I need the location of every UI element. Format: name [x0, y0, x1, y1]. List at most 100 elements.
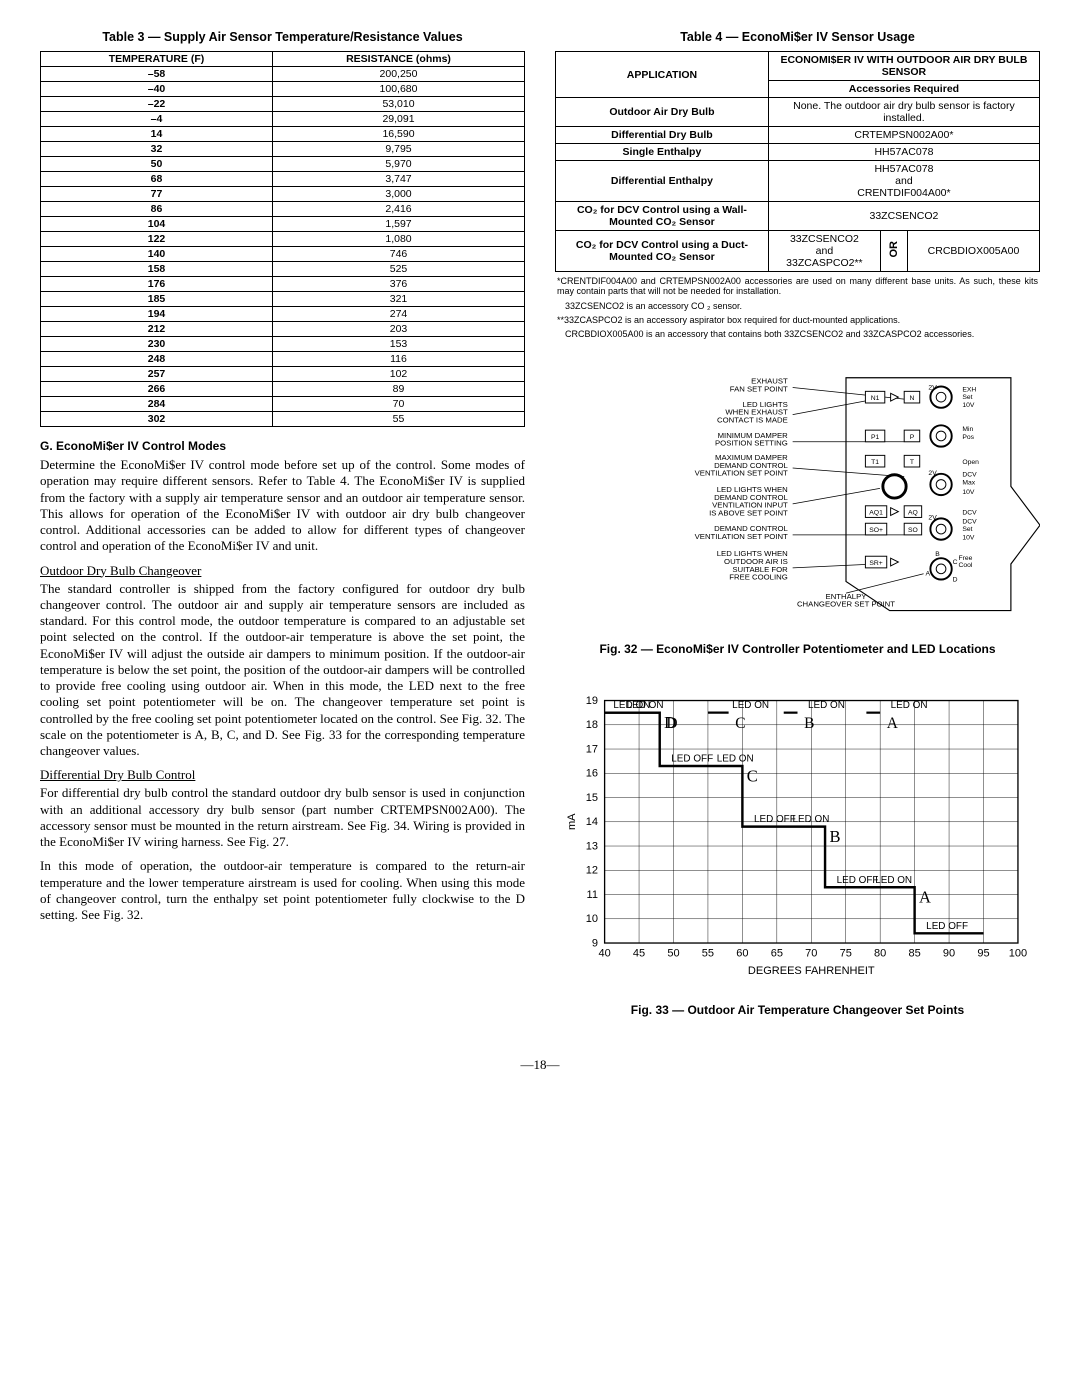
- table3-h1: TEMPERATURE (F): [41, 52, 273, 67]
- svg-text:B: B: [804, 715, 814, 732]
- section-g-p1: Determine the EconoMi$er IV control mode…: [40, 457, 525, 555]
- svg-text:D: D: [953, 576, 958, 583]
- svg-text:A: A: [926, 570, 931, 577]
- section-g-p3: For differential dry bulb control the st…: [40, 785, 525, 850]
- footnote-3: **33ZCASPCO2 is an accessory aspirator b…: [555, 315, 1040, 325]
- t4-r4a: Differential Enthalpy: [556, 161, 769, 202]
- fig32-caption: Fig. 32 — EconoMi$er IV Controller Poten…: [555, 642, 1040, 656]
- svg-text:12: 12: [586, 865, 598, 877]
- table4-title: Table 4 — EconoMi$er IV Sensor Usage: [555, 30, 1040, 45]
- svg-text:60: 60: [736, 947, 748, 959]
- table-row: 230153: [41, 337, 525, 352]
- svg-text:FREE COOLING: FREE COOLING: [729, 572, 788, 581]
- table-row: 1221,080: [41, 232, 525, 247]
- svg-text:DCV: DCV: [962, 509, 977, 516]
- svg-text:18: 18: [586, 719, 598, 731]
- svg-text:10V: 10V: [962, 534, 975, 541]
- table-row: 30255: [41, 412, 525, 427]
- svg-text:DCV: DCV: [962, 518, 977, 525]
- table-row: –429,091: [41, 112, 525, 127]
- svg-text:CHANGEOVER SET POINT: CHANGEOVER SET POINT: [797, 599, 895, 608]
- svg-text:LED ON: LED ON: [875, 875, 912, 886]
- svg-text:A: A: [887, 715, 899, 732]
- section-g-sub1: Outdoor Dry Bulb Changeover: [40, 563, 525, 579]
- table-row: 26689: [41, 382, 525, 397]
- t4-h-app: APPLICATION: [556, 52, 769, 98]
- svg-text:EXH: EXH: [962, 386, 976, 393]
- svg-text:SR+: SR+: [869, 560, 882, 567]
- footnote-4: CRCBDIOX005A00 is an accessory that cont…: [555, 329, 1040, 339]
- svg-text:T1: T1: [871, 459, 879, 466]
- svg-text:DEGREES FAHRENHEIT: DEGREES FAHRENHEIT: [748, 965, 875, 977]
- table-row: 176376: [41, 277, 525, 292]
- table3-title: Table 3 — Supply Air Sensor Temperature/…: [40, 30, 525, 45]
- svg-text:2V: 2V: [928, 469, 937, 476]
- svg-text:mA: mA: [566, 813, 578, 830]
- table-row: 28470: [41, 397, 525, 412]
- t4-r3b: HH57AC078: [768, 144, 1039, 161]
- table-row: –40100,680: [41, 82, 525, 97]
- table-row: 683,747: [41, 172, 525, 187]
- table-row: 1041,597: [41, 217, 525, 232]
- t4-r5b: 33ZCSENCO2: [768, 202, 1039, 231]
- table-row: 257102: [41, 367, 525, 382]
- section-g-p4: In this mode of operation, the outdoor-a…: [40, 858, 525, 923]
- svg-text:VENTILATION SET POINT: VENTILATION SET POINT: [695, 468, 788, 477]
- table4: APPLICATION ECONOMI$ER IV WITH OUTDOOR A…: [555, 51, 1040, 272]
- svg-text:65: 65: [771, 947, 783, 959]
- svg-text:Open: Open: [962, 459, 979, 466]
- svg-text:10V: 10V: [962, 402, 975, 409]
- svg-text:N1: N1: [871, 395, 880, 402]
- svg-text:LED ON: LED ON: [808, 700, 845, 711]
- svg-text:85: 85: [908, 947, 920, 959]
- svg-text:10V: 10V: [962, 489, 975, 496]
- svg-text:95: 95: [977, 947, 989, 959]
- table-row: 212203: [41, 322, 525, 337]
- svg-text:CONTACT IS MADE: CONTACT IS MADE: [717, 415, 788, 424]
- svg-text:75: 75: [840, 947, 852, 959]
- section-g-sub2: Differential Dry Bulb Control: [40, 767, 525, 783]
- svg-text:2V: 2V: [928, 514, 937, 521]
- svg-text:C: C: [747, 766, 758, 785]
- t4-or: OR: [886, 241, 902, 258]
- svg-text:P: P: [910, 434, 915, 441]
- svg-text:14: 14: [586, 816, 598, 828]
- svg-text:17: 17: [586, 743, 598, 755]
- t4-r1a: Outdoor Air Dry Bulb: [556, 98, 769, 127]
- svg-text:LED OFF: LED OFF: [671, 754, 713, 765]
- svg-text:AQ1: AQ1: [869, 509, 883, 516]
- table-row: –2253,010: [41, 97, 525, 112]
- t4-r6b2: CRCBDIOX005A00: [907, 231, 1039, 272]
- svg-text:Set: Set: [962, 394, 972, 401]
- svg-text:55: 55: [702, 947, 714, 959]
- svg-text:C: C: [735, 715, 745, 732]
- svg-text:B: B: [829, 827, 840, 846]
- table-row: –58200,250: [41, 67, 525, 82]
- table-row: 505,970: [41, 157, 525, 172]
- t4-h-main: ECONOMI$ER IV WITH OUTDOOR AIR DRY BULB …: [768, 52, 1039, 81]
- svg-text:16: 16: [586, 768, 598, 780]
- svg-text:SO: SO: [908, 527, 918, 534]
- svg-text:9: 9: [592, 937, 598, 949]
- svg-text:LED ON: LED ON: [732, 700, 769, 711]
- svg-text:B: B: [935, 551, 940, 558]
- table-row: 773,000: [41, 187, 525, 202]
- t4-r5a: CO₂ for DCV Control using a Wall-Mounted…: [556, 202, 769, 231]
- t4-r1b: None. The outdoor air dry bulb sensor is…: [768, 98, 1039, 127]
- t4-r2b: CRTEMPSN002A00*: [768, 127, 1039, 144]
- table-row: 248116: [41, 352, 525, 367]
- table-row: 185321: [41, 292, 525, 307]
- table-row: 194274: [41, 307, 525, 322]
- svg-text:T: T: [910, 459, 914, 466]
- svg-text:2V: 2V: [928, 384, 937, 391]
- svg-text:AQ: AQ: [908, 509, 918, 516]
- svg-text:45: 45: [633, 947, 645, 959]
- svg-text:LED ON: LED ON: [613, 700, 650, 711]
- section-g-p2: The standard controller is shipped from …: [40, 581, 525, 760]
- page-number: —18—: [40, 1057, 1040, 1073]
- table-row: 329,795: [41, 142, 525, 157]
- fig33-caption: Fig. 33 — Outdoor Air Temperature Change…: [555, 1003, 1040, 1017]
- fig32-diagram: EXHAUST FAN SET POINT LED LIGHTS WHEN EX…: [555, 370, 1040, 636]
- svg-text:50: 50: [667, 947, 679, 959]
- t4-r6b1: 33ZCSENCO2 and 33ZCASPCO2**: [768, 231, 880, 272]
